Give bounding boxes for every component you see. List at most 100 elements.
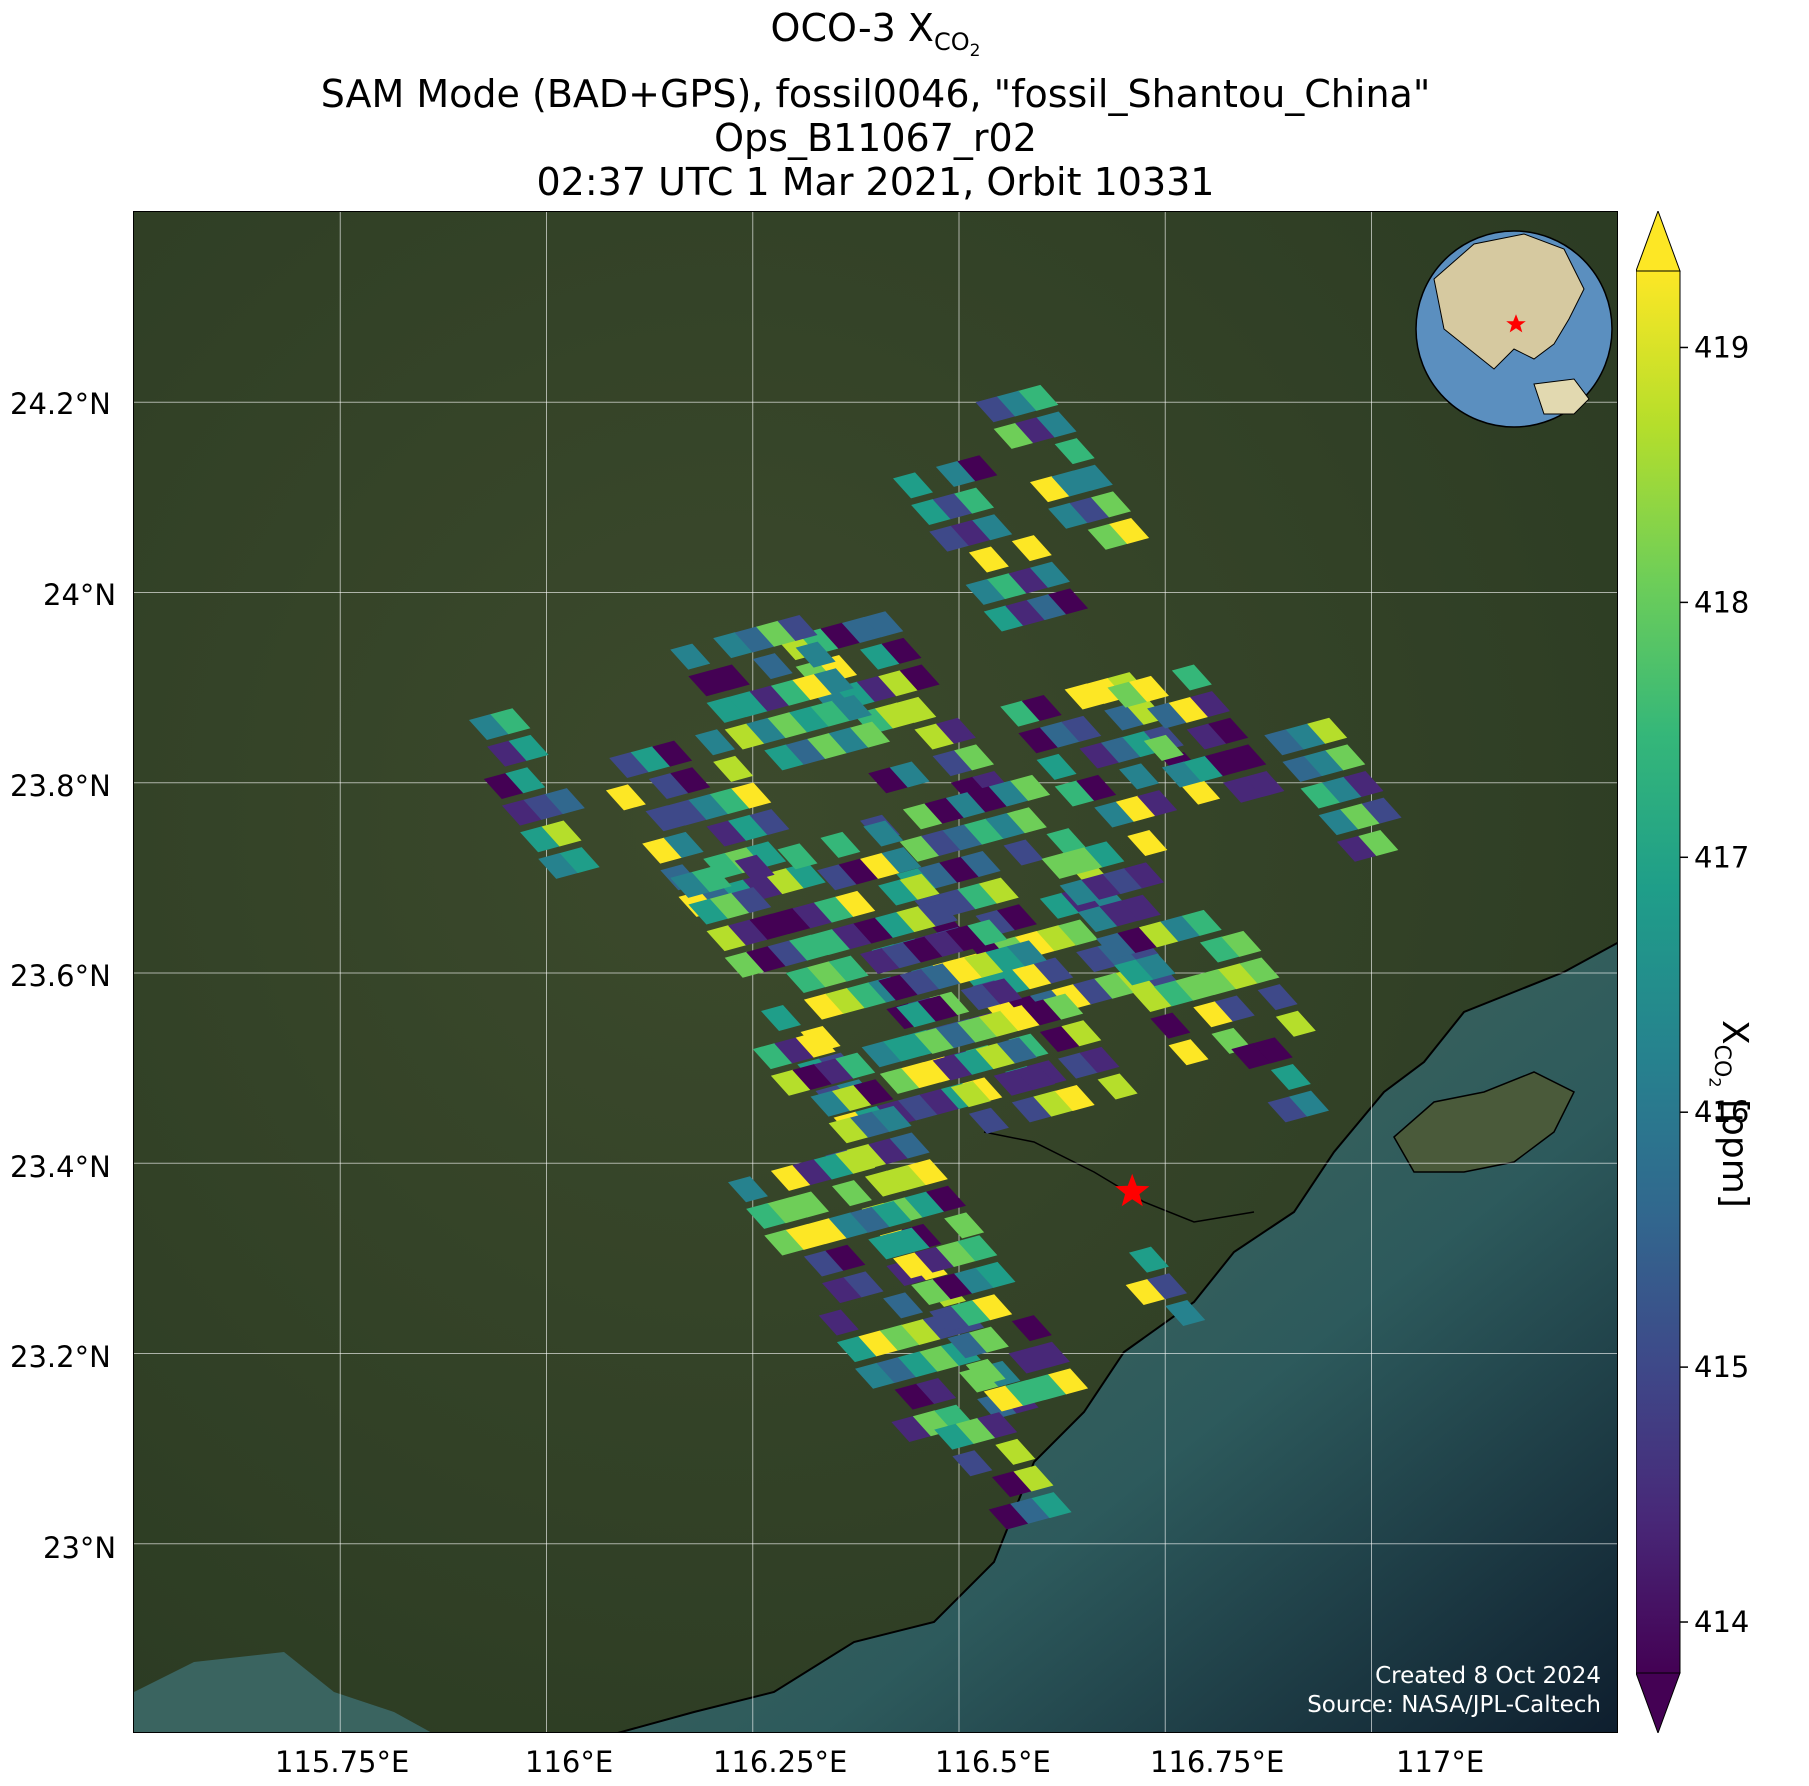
footprint-85: [468, 713, 509, 740]
footprint-73: [813, 668, 854, 695]
footprint-5: [954, 487, 995, 514]
footprint-14: [1029, 561, 1070, 588]
footprint-301: [803, 993, 844, 1020]
footprint-381: [982, 978, 1023, 1005]
footprint-13: [1008, 567, 1049, 594]
target-star-marker: [1115, 1173, 1150, 1207]
footprint-452: [914, 1246, 955, 1273]
footprint-155: [1143, 734, 1184, 761]
footprint-152: [1147, 702, 1188, 729]
footprint-18: [1048, 588, 1089, 615]
footprint-344: [835, 1052, 876, 1079]
footprint-375: [963, 951, 1004, 978]
footprint-242: [1160, 915, 1201, 942]
footprint-180: [924, 797, 965, 824]
footprint-281: [878, 879, 919, 906]
footprint-397: [1015, 1064, 1056, 1091]
footprint-154: [1190, 691, 1230, 718]
footprint-282: [899, 873, 940, 900]
footprint-324: [901, 1062, 942, 1089]
footprint-433: [879, 1324, 920, 1351]
footprint-166: [1307, 717, 1348, 744]
footprint-378: [896, 1001, 937, 1028]
footprint-86: [490, 708, 531, 735]
footprint-69: [728, 691, 768, 718]
footprint-439: [897, 1351, 938, 1378]
footprint-428: [818, 1309, 859, 1336]
footprint-461: [972, 1294, 1013, 1321]
footprint-67: [795, 641, 836, 668]
footprint-84: [850, 721, 891, 748]
footprint-162: [1223, 776, 1263, 803]
inset-globe: [1415, 230, 1613, 428]
map-title: OCO-3 XCO2 SAM Mode (BAD+GPS), fossil004…: [133, 6, 1618, 204]
footprint-280: [835, 890, 876, 917]
footprint-131: [1018, 727, 1059, 754]
footprint-137: [1079, 742, 1120, 769]
sea-bay-left: [134, 1652, 431, 1732]
footprint-66: [752, 653, 793, 680]
footprint-473: [955, 1417, 996, 1444]
footprint-153: [1168, 696, 1209, 723]
footprint-81: [785, 738, 826, 765]
footprint-92: [523, 793, 564, 820]
footprint-377: [1006, 940, 1047, 967]
colorbar-tick-label-1: 415: [1694, 1350, 1749, 1384]
footprint-382: [914, 1027, 955, 1054]
footprint-464: [1011, 1315, 1052, 1342]
footprint-266: [863, 820, 904, 847]
footprint-115: [749, 809, 790, 836]
footprint-234: [1102, 868, 1143, 895]
footprint-421: [825, 1244, 866, 1271]
footprint-440: [919, 1345, 960, 1372]
footprint-9: [968, 546, 1009, 573]
footprint-467: [1029, 1341, 1070, 1368]
footprint-366: [881, 942, 922, 969]
footprint-423: [889, 1227, 930, 1254]
footprint-443: [916, 1377, 957, 1404]
footprint-341: [770, 1069, 811, 1096]
footprint-465: [965, 1358, 1006, 1385]
footprint-217: [1076, 946, 1117, 973]
footprint-383: [935, 1022, 976, 1049]
footprint-138: [1100, 736, 1141, 763]
map-panel[interactable]: Created 8 Oct 2024 Source: NASA/JPL-Calt…: [133, 211, 1618, 1733]
colorbar-body: [1636, 270, 1681, 1674]
footprint-478: [1013, 1465, 1054, 1492]
footprint-50: [896, 696, 937, 723]
footprint-456: [932, 1273, 973, 1300]
footprint-338: [752, 1043, 793, 1070]
footprint-61: [734, 626, 775, 653]
footprint-414: [764, 1229, 805, 1256]
footprint-210: [1015, 930, 1056, 957]
footprint-453: [935, 1240, 976, 1267]
footprint-333: [919, 1088, 960, 1115]
footprint-287: [810, 928, 851, 955]
footprint-420: [803, 1250, 844, 1277]
footprint-276: [749, 913, 790, 940]
footprint-256: [1214, 995, 1255, 1022]
footprint-63: [777, 615, 818, 642]
sea-area: [621, 943, 1617, 1732]
footprint-177: [1358, 830, 1399, 857]
footprint-390: [954, 1048, 995, 1075]
title-line2: SAM Mode (BAD+GPS), fossil0046, "fossil_…: [320, 72, 1431, 117]
footprint-342: [792, 1064, 833, 1091]
colorbar-extend-top: [1636, 211, 1681, 272]
footprint-367: [902, 936, 943, 963]
footprint-77: [789, 706, 830, 733]
credit-source: Source: NASA/JPL-Caltech: [1307, 1692, 1601, 1718]
footprint-463: [968, 1326, 1009, 1353]
footprint-247: [1221, 930, 1262, 957]
footprint-101: [695, 729, 735, 756]
footprint-100: [652, 740, 693, 767]
footprint-413: [831, 1180, 872, 1207]
footprint-62: [756, 620, 797, 647]
footprint-145: [1094, 801, 1135, 828]
colorbar-tick-label-3: 417: [1694, 840, 1749, 874]
footprint-151: [1171, 664, 1212, 691]
footprint-105: [713, 755, 754, 782]
footprint-355: [864, 1170, 905, 1197]
footprint-485: [1165, 1299, 1206, 1326]
footprint-175: [1361, 797, 1402, 824]
